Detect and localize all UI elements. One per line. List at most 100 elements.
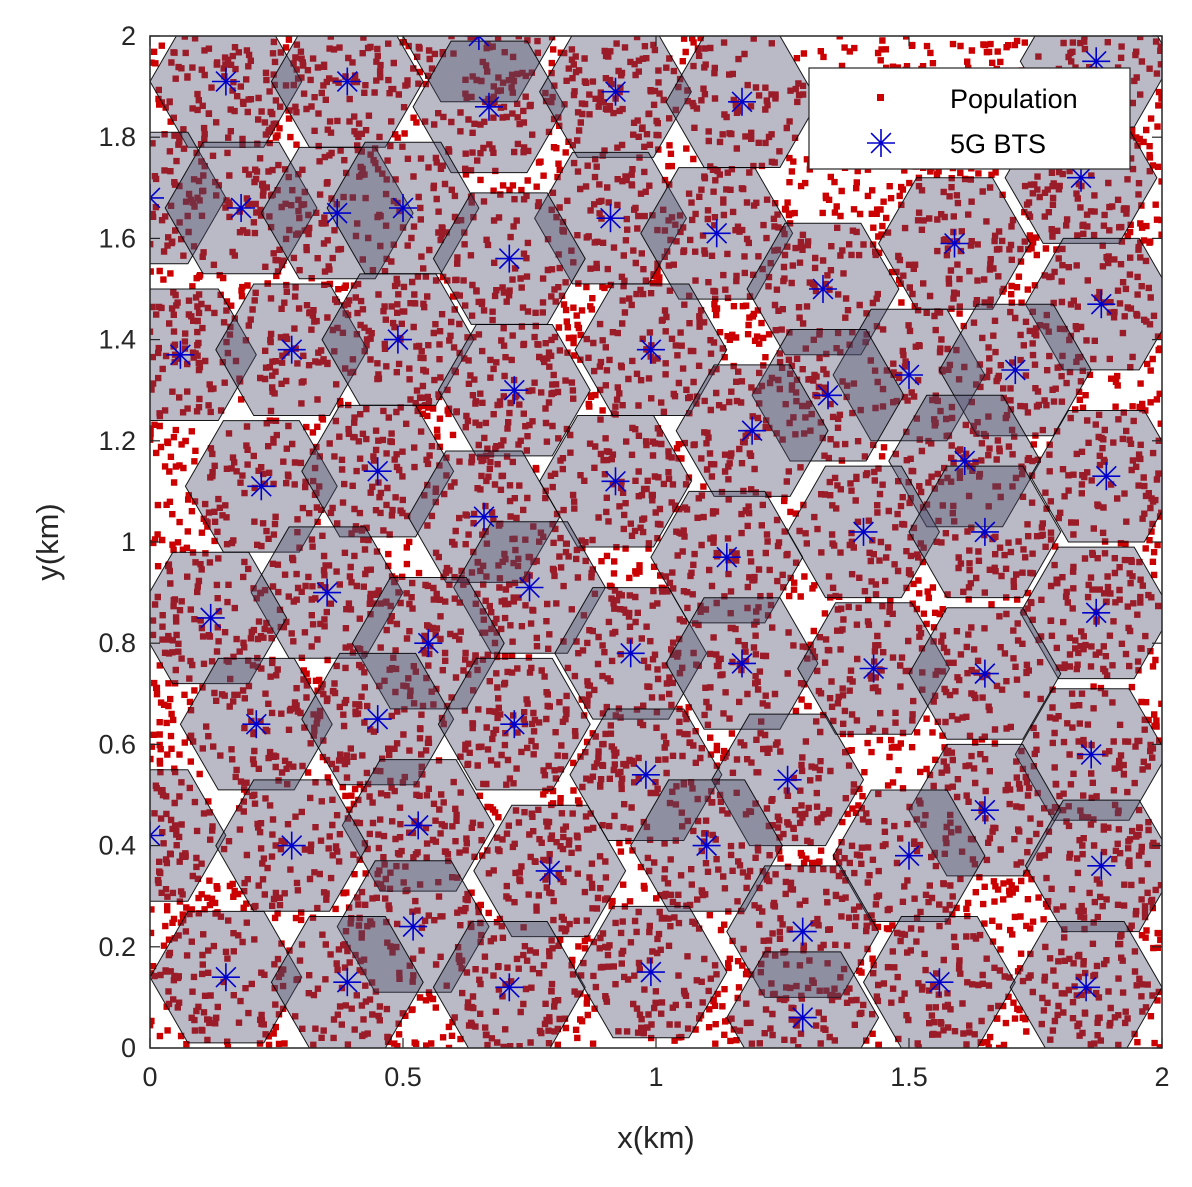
bts-point [738,416,767,445]
bts-point [712,543,741,572]
bts-point [631,760,660,789]
bts-point [313,578,342,607]
bts-point [399,912,428,941]
legend-population-label: Population [950,84,1078,114]
population-series [150,36,1162,1048]
bts-point [859,654,888,683]
legend-bts-label: 5G BTS [950,129,1046,159]
bts-point [495,973,524,1002]
bts-point [333,968,362,997]
x-tick-label: 0 [142,1062,157,1092]
bts-point [601,467,630,496]
bts-point [596,204,625,233]
bts-point [636,335,665,364]
legend: Population 5G BTS [808,67,1131,170]
bts-point [728,649,756,678]
bts-point [150,183,164,212]
bts-point [1087,290,1116,319]
bts-point [211,67,240,96]
x-tick-label: 0.5 [384,1062,422,1092]
coverage-cell [402,36,556,103]
bts-point [728,87,756,116]
bts-point [383,325,412,354]
bts-point [227,194,256,222]
bts-point [277,831,306,860]
bts-point [895,361,923,389]
x-tick-label: 1 [648,1062,663,1092]
y-tick-label: 2 [121,21,136,51]
coverage-cell [150,769,227,902]
population-points [150,36,1162,1048]
legend-bts-star [867,129,895,157]
bts-point [636,958,665,987]
legend-bts-marker [867,129,895,157]
y-tick-label: 1.2 [98,426,136,456]
y-tick-label: 1.8 [98,122,136,152]
bts-point [1087,851,1116,880]
bts-point [363,705,392,734]
bts-point [1072,973,1101,1002]
x-tick-label: 2 [1154,1062,1169,1092]
bts-point [242,710,271,739]
x-tick-label: 1.5 [890,1062,928,1092]
y-tick-label: 0.6 [98,729,136,759]
legend-box [808,67,1131,170]
bts-point [970,517,999,546]
legend-population-marker [877,94,884,101]
bts-point [470,502,498,531]
bts-point [814,381,842,410]
y-tick-label: 0 [121,1033,136,1063]
bts-point [323,199,352,228]
x-axis-label: x(km) [617,1120,694,1155]
bts-point [404,811,433,840]
y-tick-label: 0.4 [98,831,136,861]
bts-point [1001,356,1030,384]
y-tick-label: 0.8 [98,628,136,658]
bts-point [389,194,417,222]
bts-point [773,765,802,794]
bts-point [849,517,878,546]
bts-point [333,67,362,96]
coverage-cell [150,288,257,421]
bts-point [495,244,524,273]
bts-point [950,447,979,475]
y-tick-label: 1.6 [98,223,136,253]
bts-point [515,573,544,602]
y-tick-label: 1.4 [98,325,136,355]
bts-point [895,841,923,870]
bts-point [940,229,969,258]
bts-point [788,917,817,946]
bts-point [1092,462,1121,491]
bts-point [1082,598,1111,627]
y-tick-label: 1 [121,527,136,557]
bts-point [247,472,276,501]
bts-point [475,92,503,121]
y-axis-label: y(km) [30,503,65,580]
bts-point [788,1003,817,1032]
bts-point [925,968,954,997]
bts-point [166,340,195,369]
axis-ticks: 0 0.5 1 1.5 2 0 0.2 0.4 0.6 0.8 1 1.2 1.4 1.6 1.8 2 [98,21,1169,1092]
bts-point [363,457,392,486]
bts-point [702,219,731,248]
bts-point [277,335,306,364]
bts-point [500,376,529,405]
bts-point [692,831,721,860]
bts-point [150,821,164,850]
bts-point [616,639,645,668]
y-tick-label: 0.2 [98,932,136,962]
coverage-cell [150,131,227,265]
bts-point [1067,163,1095,192]
coverage-cell [726,951,880,1048]
bts-point [1077,740,1106,769]
bts-point [211,963,240,992]
bts-point [414,629,443,658]
bts-point [601,77,630,106]
bts-point [500,710,529,739]
bts-point [196,603,225,632]
bts-point [970,796,999,825]
bts-point [970,659,999,688]
bts-point [809,275,837,303]
bts-point [535,856,564,885]
